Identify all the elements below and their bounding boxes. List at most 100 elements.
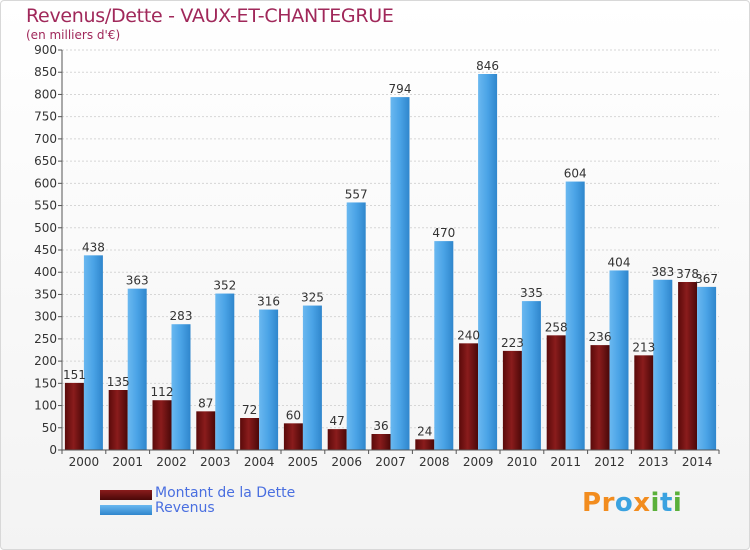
- data-label-revenus: 794: [389, 82, 412, 96]
- x-tick-label: 2008: [419, 455, 450, 469]
- bar-debt: [108, 390, 128, 450]
- logo-letter: i: [650, 488, 660, 518]
- data-label-debt: 213: [632, 340, 655, 354]
- data-label-revenus: 438: [82, 240, 105, 254]
- y-tick-label: 400: [34, 265, 57, 279]
- y-tick-label: 300: [34, 310, 57, 324]
- chart-subtitle: (en milliers d'€): [26, 28, 121, 42]
- bar-debt: [590, 345, 610, 450]
- bar-debt: [459, 343, 479, 450]
- data-label-debt: 135: [107, 375, 130, 389]
- data-labels: 151 438 135 363 112 283 87 352 72 316 60 325 47 557 36…: [63, 59, 718, 438]
- data-label-debt: 151: [63, 368, 86, 382]
- bar-revenus: [609, 270, 629, 450]
- bar-revenus: [83, 255, 103, 450]
- bar-debt: [371, 434, 391, 450]
- data-label-debt: 24: [417, 424, 432, 438]
- y-tick-label: 200: [34, 354, 57, 368]
- bar-revenus: [127, 288, 147, 450]
- x-tick-label: 2013: [638, 455, 669, 469]
- data-label-debt: 236: [589, 330, 612, 344]
- data-label-debt: 258: [545, 320, 568, 334]
- y-tick-label: 900: [34, 43, 57, 57]
- logo-letter: t: [659, 488, 673, 518]
- y-tick-label: 450: [34, 243, 57, 257]
- data-label-revenus: 283: [170, 309, 193, 323]
- data-label-revenus: 404: [608, 255, 631, 269]
- bar-debt: [634, 355, 654, 450]
- x-tick-label: 2012: [594, 455, 625, 469]
- data-label-revenus: 557: [345, 187, 368, 201]
- logo-letter: i: [672, 488, 683, 518]
- data-label-debt: 60: [286, 408, 301, 422]
- x-tick-label: 2006: [331, 455, 362, 469]
- x-tick-label: 2010: [507, 455, 538, 469]
- y-tick-label: 150: [34, 376, 57, 390]
- legend-swatch-debt: [100, 490, 152, 500]
- data-label-debt: 223: [501, 336, 524, 350]
- bar-debt: [327, 429, 347, 450]
- bar-revenus: [346, 202, 366, 450]
- y-tick-label: 750: [34, 110, 57, 124]
- bar-debt: [196, 411, 216, 450]
- y-tick-label: 700: [34, 132, 57, 146]
- bar-debt: [546, 335, 566, 450]
- data-label-debt: 240: [457, 328, 480, 342]
- data-label-revenus: 363: [126, 274, 149, 288]
- y-tick-label: 650: [34, 154, 57, 168]
- y-axis-ticks: 0 50 100 150 200 250 300 350 400 450 500 550 600 650 7…: [34, 43, 62, 457]
- x-tick-label: 2014: [682, 455, 713, 469]
- x-tick-label: 2004: [244, 455, 275, 469]
- data-label-debt: 47: [330, 414, 345, 428]
- bar-revenus: [302, 305, 322, 450]
- bar-revenus: [565, 181, 585, 451]
- x-tick-label: 2002: [156, 455, 187, 469]
- y-tick-label: 800: [34, 87, 57, 101]
- bar-revenus: [259, 309, 279, 450]
- data-label-revenus: 604: [564, 167, 587, 181]
- legend-swatch-revenus: [100, 505, 152, 515]
- data-label-revenus: 846: [476, 59, 499, 73]
- y-tick-label: 600: [34, 176, 57, 190]
- x-tick-label: 2009: [463, 455, 494, 469]
- bar-revenus: [171, 324, 191, 450]
- x-tick-label: 2001: [112, 455, 143, 469]
- legend-label-revenus: Revenus: [155, 500, 215, 516]
- x-tick-label: 2005: [288, 455, 319, 469]
- y-tick-label: 350: [34, 287, 57, 301]
- bar-debt: [152, 400, 172, 450]
- x-axis-ticks: 2000 2001 2002 2003 2004 2005 2006 2007 2008 2009…: [61, 450, 720, 469]
- y-tick-label: 250: [34, 332, 57, 346]
- data-label-debt: 378: [676, 267, 699, 281]
- proxiti-logo: Proxiti: [582, 488, 682, 518]
- bar-revenus: [653, 279, 673, 450]
- data-label-revenus: 352: [213, 279, 236, 293]
- y-tick-label: 550: [34, 199, 57, 213]
- x-tick-label: 2011: [550, 455, 581, 469]
- bar-debt: [415, 439, 435, 450]
- y-tick-label: 50: [42, 421, 57, 435]
- data-label-debt: 87: [198, 396, 213, 410]
- logo-letter: P: [582, 488, 602, 518]
- x-tick-label: 2003: [200, 455, 231, 469]
- bar-revenus: [215, 293, 235, 450]
- chart-title: Revenus/Dette - VAUX-ET-CHANTEGRUE: [26, 5, 394, 27]
- bar-debt: [502, 350, 522, 450]
- y-tick-label: 500: [34, 221, 57, 235]
- bar-revenus: [521, 301, 541, 450]
- data-label-debt: 36: [373, 419, 388, 433]
- data-label-revenus: 335: [520, 286, 543, 300]
- bar-debt: [678, 282, 698, 450]
- y-tick-label: 850: [34, 65, 57, 79]
- logo-letter: x: [633, 488, 651, 518]
- y-tick-label: 0: [49, 443, 57, 457]
- logo-letter: o: [614, 488, 634, 518]
- bar-revenus: [390, 97, 410, 450]
- bar-revenus: [434, 241, 454, 450]
- y-tick-label: 100: [34, 399, 57, 413]
- x-tick-label: 2000: [69, 455, 100, 469]
- x-tick-label: 2007: [375, 455, 406, 469]
- data-label-revenus: 367: [695, 272, 718, 286]
- data-label-revenus: 383: [651, 265, 674, 279]
